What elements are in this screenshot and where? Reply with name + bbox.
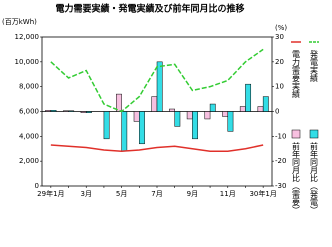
y2-tick-label: -10 bbox=[275, 132, 286, 140]
line bbox=[50, 48, 264, 113]
x-tick-label: 7月 bbox=[151, 190, 162, 198]
legend-label: 前年同月比（需要） bbox=[292, 141, 301, 214]
x-tick-label: 9月 bbox=[187, 190, 198, 198]
bar bbox=[85, 111, 92, 113]
bar bbox=[227, 111, 234, 132]
line bbox=[50, 144, 264, 152]
bar bbox=[239, 106, 246, 112]
y2-tick-label: 30 bbox=[275, 33, 284, 41]
x-tick-label: 29年1月 bbox=[37, 189, 64, 198]
x-tick-label: 30年1月 bbox=[249, 189, 276, 198]
bar bbox=[139, 111, 145, 145]
y-tick-label: 10,000 bbox=[15, 58, 40, 66]
bar bbox=[186, 111, 193, 120]
bar bbox=[174, 111, 181, 127]
bar bbox=[151, 96, 158, 112]
bar bbox=[116, 93, 122, 112]
bar bbox=[257, 106, 264, 112]
x-tick-label: 11月 bbox=[220, 190, 236, 198]
bar bbox=[169, 108, 175, 112]
bar bbox=[222, 111, 229, 117]
bar bbox=[192, 111, 198, 140]
bar bbox=[121, 111, 128, 152]
y-tick-label: 12,000 bbox=[15, 33, 40, 41]
bar bbox=[133, 111, 140, 122]
y-tick-label: 2,000 bbox=[19, 157, 39, 165]
x-tick-label: 3月 bbox=[80, 190, 91, 198]
y2-tick-label: 10 bbox=[275, 83, 284, 91]
y2-axis-title: (%) bbox=[275, 24, 287, 32]
bar bbox=[204, 111, 211, 120]
legend-swatch bbox=[309, 129, 319, 139]
bar bbox=[209, 103, 216, 112]
bar bbox=[50, 110, 57, 112]
bar bbox=[245, 83, 252, 112]
y-tick-label: 6,000 bbox=[19, 108, 39, 116]
y-tick-label: 0 bbox=[35, 182, 39, 190]
x-tick-label: 5月 bbox=[116, 190, 127, 198]
bar bbox=[262, 96, 269, 112]
bar bbox=[45, 110, 52, 112]
y-axis-title: (百万kWh) bbox=[2, 18, 37, 26]
legend-label: 電力需要実績 bbox=[292, 50, 301, 99]
y2-tick-label: 0 bbox=[275, 108, 279, 116]
y2-tick-label: 20 bbox=[275, 58, 284, 66]
y2-tick-label: -20 bbox=[275, 157, 286, 165]
legend-label: 前年同月比（発電） bbox=[310, 141, 319, 214]
y-tick-label: 8,000 bbox=[19, 83, 39, 91]
bar bbox=[62, 110, 69, 112]
bar bbox=[156, 61, 163, 112]
legend-swatch bbox=[291, 129, 301, 139]
y2-tick-label: -30 bbox=[275, 182, 286, 190]
bar bbox=[68, 110, 75, 112]
bar bbox=[103, 111, 110, 140]
legend-label: 発電実績 bbox=[310, 50, 319, 83]
y-tick-label: 4,000 bbox=[19, 132, 39, 140]
chart-title: 電力需要実績・発電実績及び前年同月比の推移 bbox=[55, 3, 244, 15]
bar bbox=[80, 111, 87, 113]
